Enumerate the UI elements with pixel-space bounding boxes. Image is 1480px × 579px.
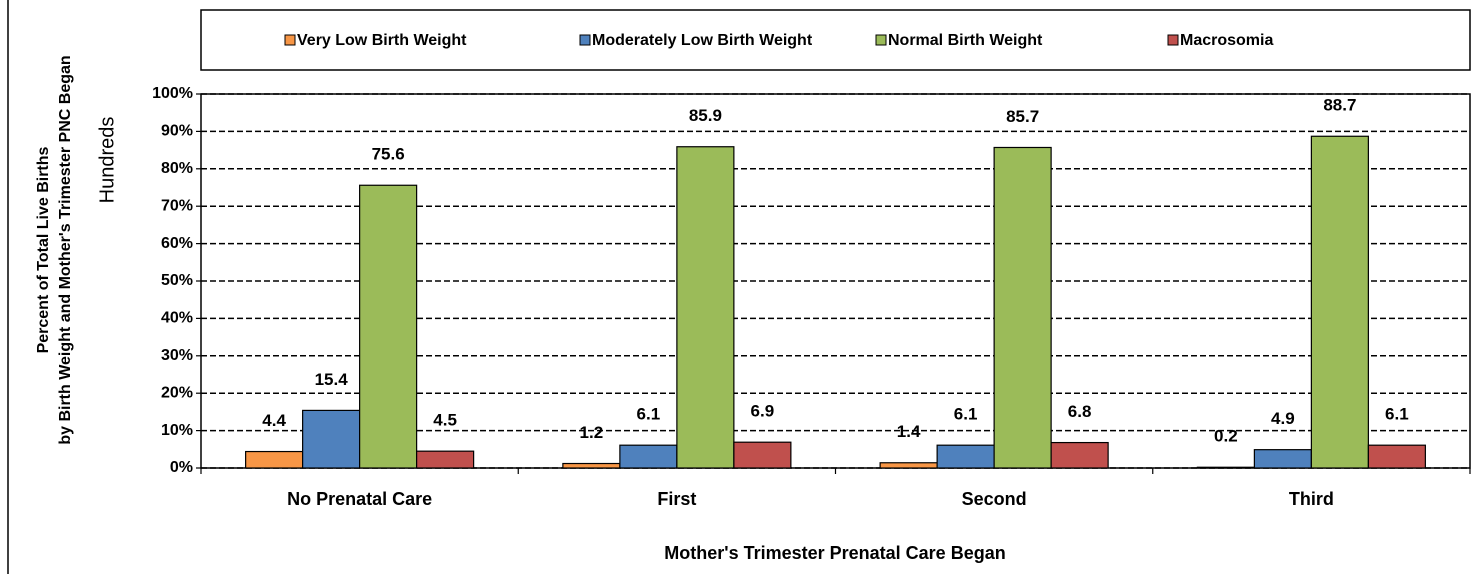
y-tick-label: 40% [161,310,193,327]
legend-label: Very Low Birth Weight [297,32,467,49]
bar [1367,444,1426,469]
value-label: 6.1 [1385,405,1409,424]
value-label: 4.9 [1271,409,1295,428]
bar [993,146,1052,469]
y-axis-label: by Birth Weight and Mother's Trimester P… [57,55,74,444]
legend-swatch [1167,34,1179,46]
bar [562,462,621,469]
y-tick-label: 30% [161,347,193,364]
bar [1253,449,1312,469]
y-tick-label: 20% [161,384,193,401]
legend-box [200,9,1471,71]
bar [416,450,475,469]
y-axis-label: Percent of Total Live Births [35,146,52,353]
bar [359,184,418,469]
value-label: 4.4 [262,411,286,430]
display-units-label: Hundreds [96,117,118,204]
value-label: 88.7 [1323,96,1356,115]
value-label: 6.1 [954,405,978,424]
bar [619,444,678,469]
bar [936,444,995,469]
legend-label: Moderately Low Birth Weight [592,32,813,49]
value-label: 6.9 [751,402,775,421]
bar [1196,466,1255,469]
value-label: 85.7 [1006,107,1039,126]
bar [1050,441,1109,469]
value-label: 0.2 [1214,427,1238,446]
value-label: 15.4 [315,370,349,389]
y-tick-label: 70% [161,197,193,214]
x-tick-label: No Prenatal Care [287,489,432,509]
bar [245,450,304,469]
x-axis-label: Mother's Trimester Prenatal Care Began [664,543,1005,563]
value-label: 6.1 [637,405,661,424]
y-tick-label: 80% [161,160,193,177]
x-tick-label: Second [962,489,1027,509]
y-tick-label: 100% [152,85,193,102]
legend-label: Normal Birth Weight [888,32,1043,49]
y-tick-label: 10% [161,422,193,439]
bar [1310,135,1369,469]
value-label: 75.6 [372,145,405,164]
legend-swatch [579,34,591,46]
y-tick-label: 60% [161,235,193,252]
value-label: 1.4 [897,422,921,441]
bar [676,146,735,469]
value-label: 85.9 [689,106,722,125]
bar [879,462,938,469]
value-label: 4.5 [433,411,457,430]
legend-swatch [284,34,296,46]
x-tick-label: First [657,489,696,509]
bar [733,441,792,469]
y-tick-label: 50% [161,272,193,289]
value-label: 1.2 [580,423,604,442]
legend-label: Macrosomia [1180,32,1273,49]
legend-swatch [875,34,887,46]
y-tick-label: 90% [161,123,193,140]
value-label: 6.8 [1068,402,1092,421]
bar [302,409,361,469]
x-tick-label: Third [1289,489,1334,509]
y-tick-label: 0% [170,459,193,476]
